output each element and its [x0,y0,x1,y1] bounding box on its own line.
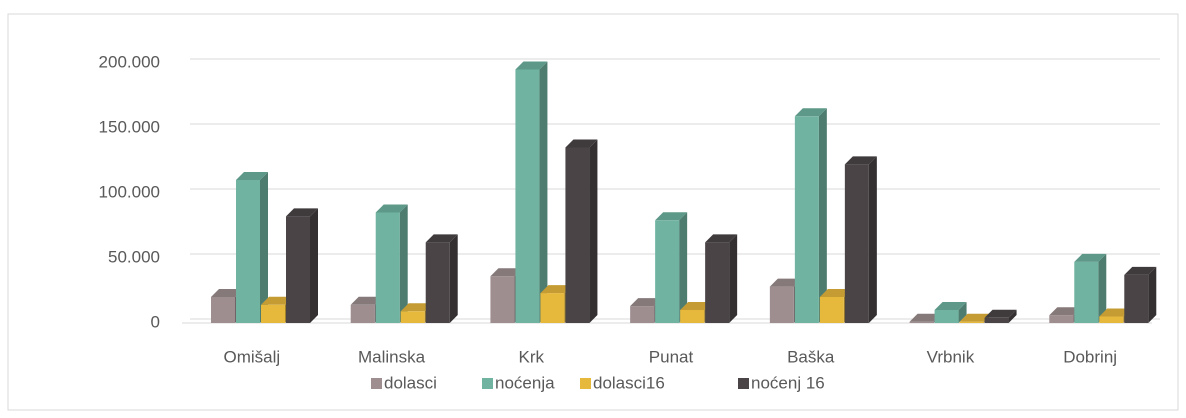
bar-side [1008,309,1017,323]
legend-swatch [371,378,382,389]
bar-top [1099,308,1132,317]
bar-top [1074,253,1107,262]
bar-top [934,302,967,310]
bar-top [211,289,243,297]
x-tick-label: Vrbnik [927,347,975,366]
bar-top [984,309,1017,318]
y-tick-label: 150.000 [99,117,160,136]
legend-swatch [738,378,749,389]
bar-side [729,234,738,323]
bar [261,304,285,323]
bar-side [589,139,598,323]
y-tick-label: 100.000 [99,182,160,201]
bar [984,317,1009,323]
bar [375,212,400,323]
bar-top [236,172,268,180]
bar [959,321,984,323]
bar-top [400,303,433,312]
bar-top [565,139,598,148]
y-tick-label: 0 [151,312,160,331]
x-tick-label: Punat [649,347,694,366]
bar-side [399,204,408,323]
bar-top [540,285,573,294]
bar [794,116,819,323]
legend-label: dolasci16 [593,373,665,392]
bar-top [794,108,827,117]
bar-side [260,172,268,323]
bar [515,69,540,323]
bar-top [515,61,548,70]
bar [490,276,515,323]
bar-top [909,313,942,322]
bar-top [286,208,318,217]
x-tick-label: Malinska [358,347,426,366]
bar-top [1049,307,1082,316]
bar [286,216,310,323]
legend-label: noćenj 16 [751,373,825,392]
y-tick-label: 200.000 [99,52,160,71]
bar-side [958,302,967,323]
bar-top [959,313,992,322]
bar [540,293,565,323]
bar-side [679,212,688,323]
bar [655,220,680,323]
bar [211,297,235,323]
legend-swatch [580,378,591,389]
bar [630,306,655,323]
bar [1099,316,1124,323]
legend-swatch [482,378,493,389]
x-tick-label: Baška [787,347,835,366]
bar-side [1098,253,1107,323]
x-tick-label: Dobrinj [1063,347,1117,366]
bar [680,310,705,323]
bar [1124,274,1149,323]
bar [350,304,375,323]
bar-top [261,296,293,305]
bar-top [1124,266,1157,275]
bar-top [655,212,688,221]
bar-side [310,208,318,323]
bar [236,180,260,323]
bar [705,242,730,323]
bar [934,310,959,323]
bar-side [1148,266,1157,323]
legend-label: dolasci [384,373,437,392]
bar [565,147,590,323]
bar-top [819,289,852,297]
bar-top [375,204,408,213]
bar-side [539,61,548,323]
bar [1049,315,1074,323]
legend-label: noćenja [495,373,555,392]
bar [769,286,794,323]
x-tick-label: Krk [519,347,545,366]
bar [819,297,844,323]
bar [909,321,934,323]
bar-top [490,268,523,277]
y-tick-label: 50.000 [108,247,160,266]
bar [400,311,425,323]
bar-top [844,156,877,165]
bar-side [868,156,877,323]
bar-top [705,234,738,243]
bar-top [680,302,713,310]
bar-side [449,234,458,323]
x-tick-label: Omišalj [224,347,281,366]
bar [844,164,869,323]
bar-top [425,234,458,243]
bar-top [769,278,802,287]
bar-side [818,108,827,323]
bar [1074,261,1099,323]
bar-top [350,296,383,305]
bar-top [630,298,663,307]
bar [425,242,450,323]
